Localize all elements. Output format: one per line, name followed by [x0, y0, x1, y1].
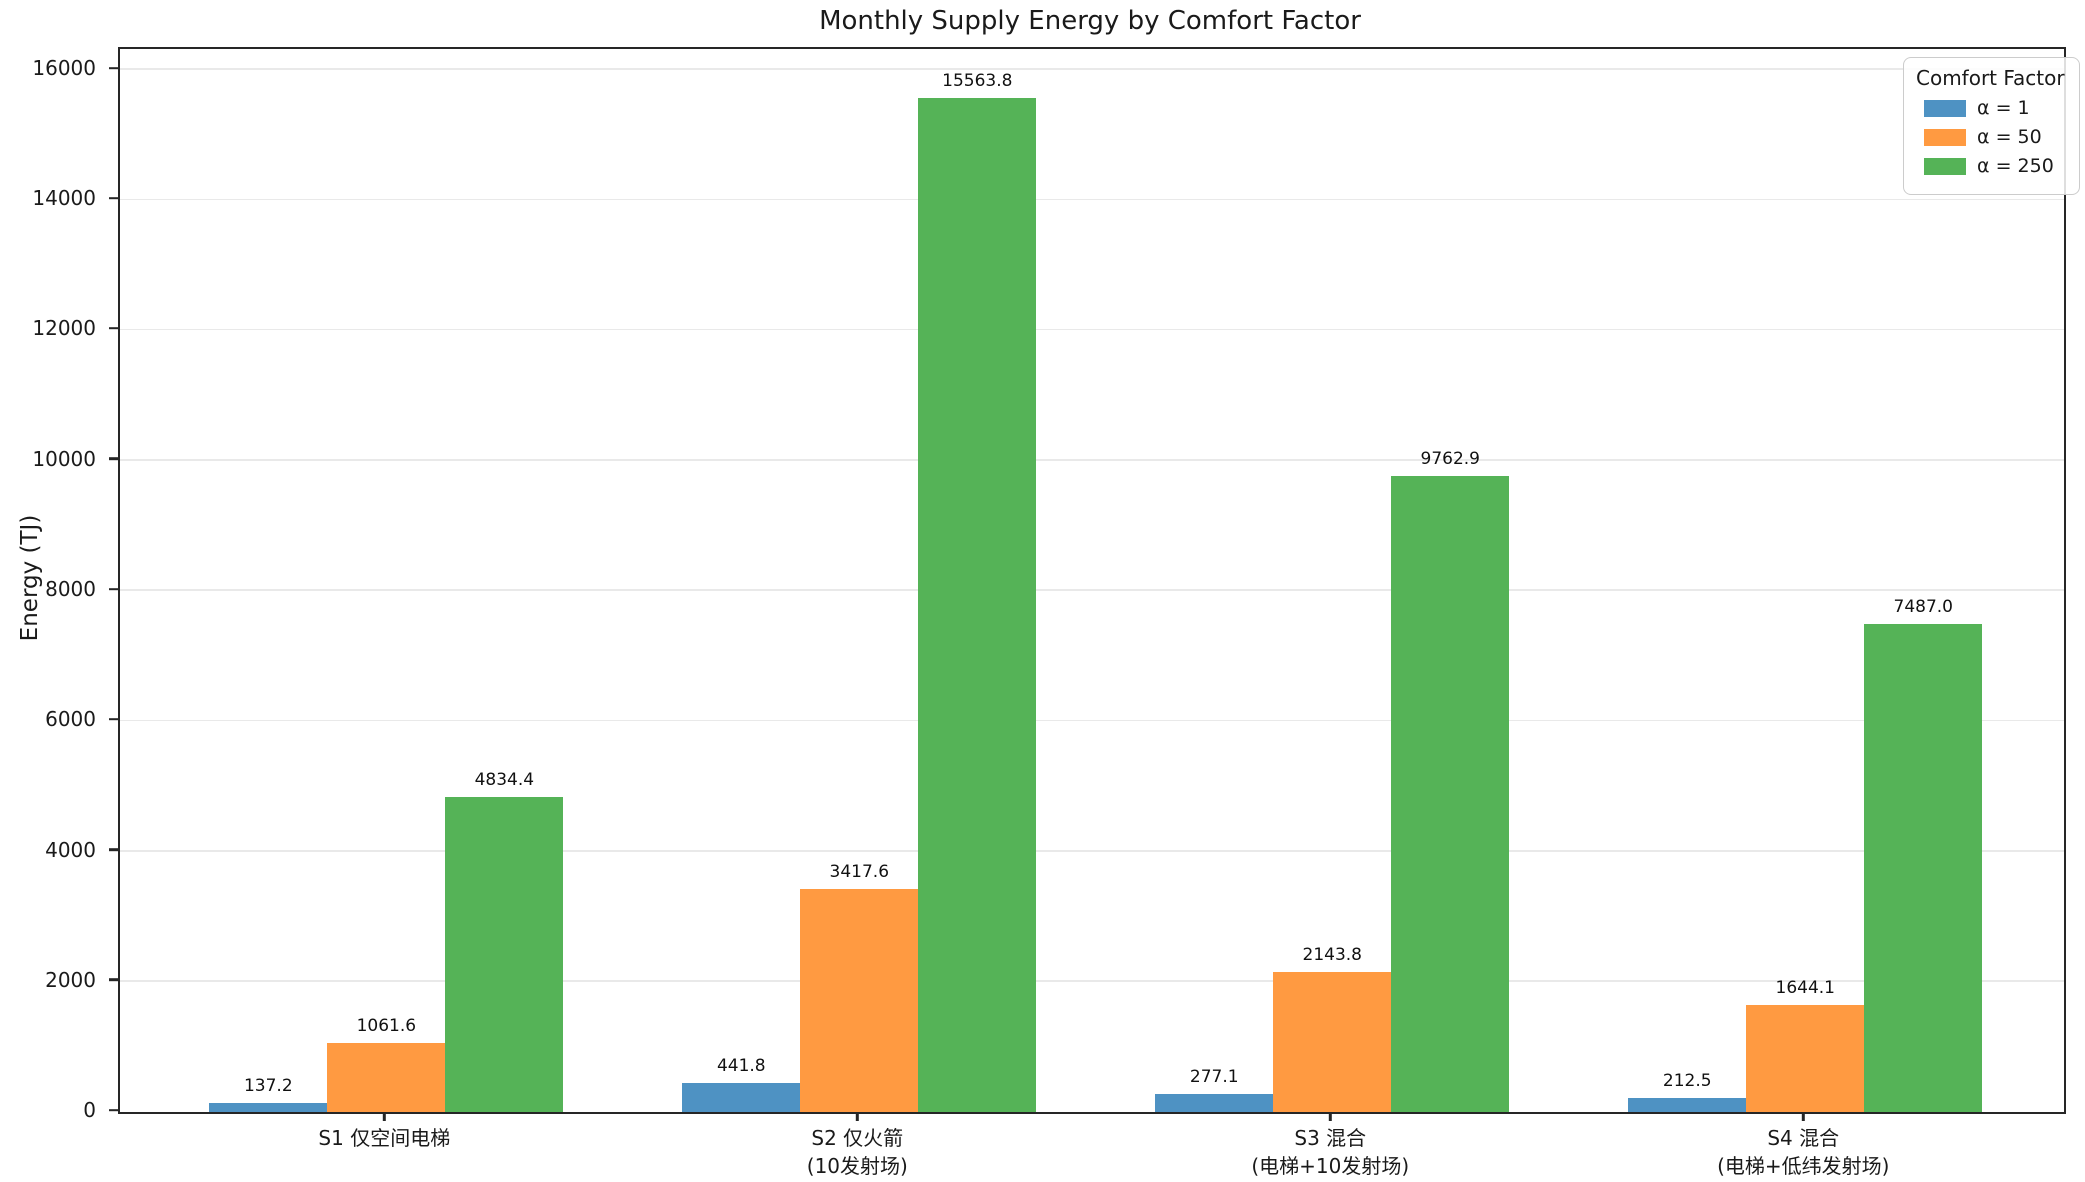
y-tick-label: 2000 — [45, 967, 96, 992]
legend: Comfort Factor α = 1 α = 50 α = 250 — [1903, 57, 2080, 195]
plot-area: 137.2 441.8 277.1 212.5 1061.6 3417.6 2143.8 16… — [118, 47, 2066, 1114]
y-tick-label: 4000 — [45, 837, 96, 862]
bar-value-label: 2143.8 — [1302, 945, 1362, 966]
y-tick-mark — [109, 587, 118, 591]
x-tick-label: S1 仅空间电梯 — [318, 1124, 450, 1152]
y-tick-mark — [109, 1108, 118, 1112]
y-tick-label: 6000 — [45, 707, 96, 732]
y-tick-label: 10000 — [32, 446, 96, 471]
gridline — [120, 198, 2064, 201]
bar-α=50-1 — [327, 1042, 446, 1112]
legend-entry: α = 250 — [1924, 155, 2065, 177]
gridline — [120, 459, 2064, 461]
x-tick-label-line: S1 仅空间电梯 — [318, 1126, 451, 1150]
bar-value-label: 1644.1 — [1775, 977, 1835, 998]
bar-value-label: 7487.0 — [1893, 597, 1953, 618]
bar-α=250-2 — [918, 98, 1037, 1112]
bar-value-label: 15563.8 — [942, 71, 1013, 92]
bar-α=1-3 — [1155, 1093, 1274, 1112]
legend-entry: α = 50 — [1924, 126, 2065, 148]
y-tick-label: 16000 — [32, 55, 96, 80]
bar-value-label: 9762.9 — [1420, 449, 1480, 470]
legend-swatch — [1924, 157, 1966, 175]
gridline — [120, 980, 2064, 982]
x-tick-label-line: S2 仅火箭 — [811, 1126, 904, 1150]
y-tick-label: 0 — [83, 1098, 96, 1122]
gridline — [120, 328, 2064, 331]
legend-entry-label: α = 250 — [1977, 155, 2054, 177]
x-tick-mark — [383, 1112, 386, 1121]
gridline — [120, 589, 2064, 591]
bar-α=50-2 — [800, 889, 919, 1112]
gridline — [120, 719, 2064, 722]
bar-α=1-1 — [209, 1103, 328, 1112]
legend-swatch — [1924, 99, 1966, 117]
y-tick-label: 8000 — [45, 577, 96, 601]
x-tick-label-line: (电梯+低纬发射场) — [1717, 1154, 1890, 1178]
x-tick-label-line: S4 混合 — [1767, 1126, 1840, 1150]
x-tick-label-line: (10发射场) — [806, 1154, 908, 1178]
x-tick-label-line: S3 混合 — [1294, 1126, 1367, 1150]
gridline — [120, 68, 2064, 70]
y-axis: 0 2000 4000 6000 8000 10000 12000 14000 16000 — [0, 47, 118, 1122]
legend-title: Comfort Factor — [1916, 66, 2065, 90]
x-tick-mark — [1802, 1112, 1805, 1121]
legend-entries: α = 1 α = 50 α = 250 — [1916, 97, 2065, 177]
y-tick-mark — [109, 66, 118, 70]
x-tick-label: S2 仅火箭 (10发射场) — [807, 1124, 908, 1180]
bar-value-label: 212.5 — [1662, 1071, 1712, 1092]
y-tick-mark — [109, 978, 118, 981]
x-tick-label: S4 混合 (电梯+低纬发射场) — [1717, 1124, 1889, 1180]
bar-value-label: 137.2 — [243, 1076, 293, 1097]
bar-α=50-4 — [1746, 1004, 1865, 1112]
bar-value-label: 4834.4 — [474, 770, 535, 791]
x-tick-mark — [856, 1112, 859, 1121]
x-tick-mark — [1329, 1112, 1332, 1121]
bar-value-label: 441.8 — [716, 1056, 766, 1077]
y-tick-mark — [109, 718, 118, 721]
bar-value-label: 277.1 — [1189, 1066, 1239, 1087]
y-tick-label: 14000 — [32, 186, 96, 211]
bar-value-label: 3417.6 — [829, 862, 890, 883]
legend-entry: α = 1 — [1924, 97, 2065, 119]
y-tick-mark — [109, 457, 118, 460]
x-tick-label-line: (电梯+10发射场) — [1251, 1154, 1410, 1178]
bar-α=1-4 — [1628, 1098, 1747, 1112]
gridline — [120, 849, 2064, 852]
chart-title: Monthly Supply Energy by Comfort Factor — [819, 6, 1361, 36]
bar-α=250-1 — [445, 797, 564, 1112]
legend-entry-label: α = 1 — [1977, 97, 2030, 119]
x-axis: S1 仅空间电梯 S2 仅火箭 (10发射场) S3 混合 (电梯+10发射场) S4 混… — [118, 1110, 2062, 1182]
y-tick-mark — [109, 197, 118, 200]
y-tick-mark — [109, 848, 118, 851]
bar-α=250-4 — [1864, 624, 1983, 1112]
legend-entry-label: α = 50 — [1977, 126, 2042, 148]
bar-α=1-2 — [682, 1083, 801, 1112]
x-tick-label: S3 混合 (电梯+10发射场) — [1251, 1124, 1409, 1180]
bar-value-label: 1061.6 — [356, 1015, 417, 1036]
bar-α=250-3 — [1391, 476, 1510, 1112]
legend-swatch — [1924, 128, 1966, 146]
y-tick-mark — [109, 327, 118, 330]
y-tick-label: 12000 — [32, 316, 96, 341]
bar-α=50-3 — [1273, 972, 1392, 1112]
